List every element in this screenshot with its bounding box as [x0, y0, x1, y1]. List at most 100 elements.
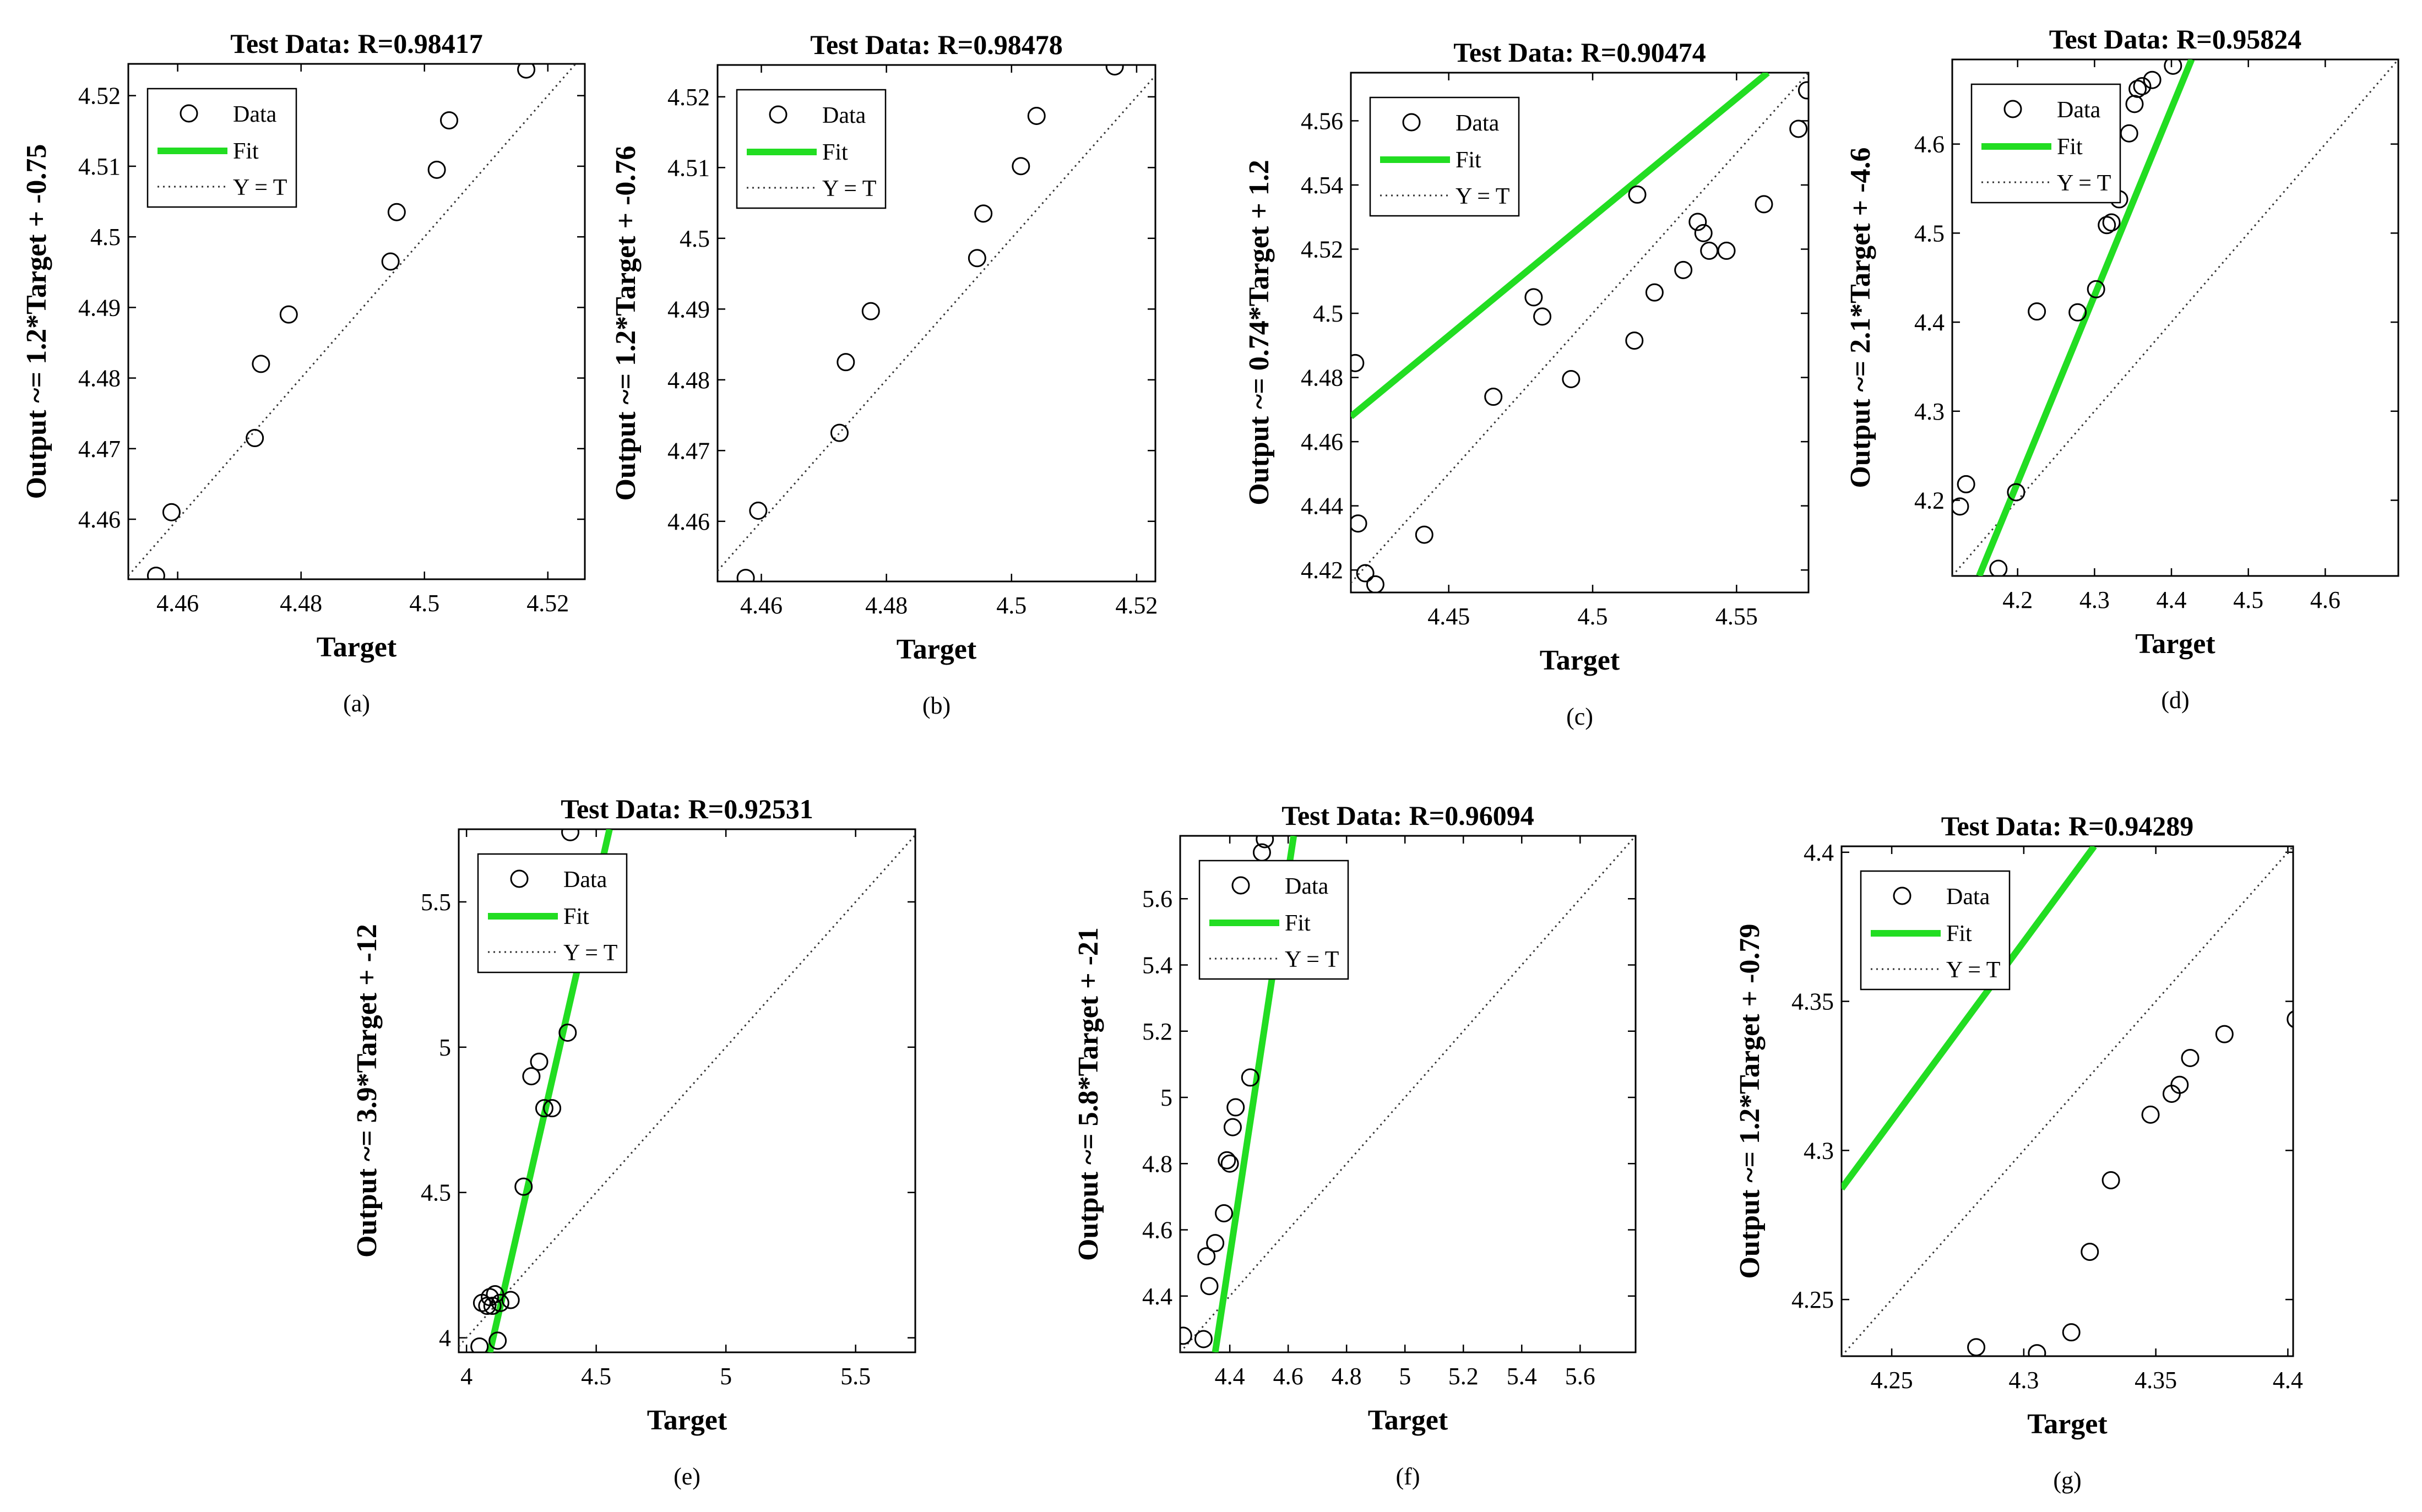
chart-f-x-axis-label: Target — [1368, 1405, 1448, 1436]
chart-a-y-tick-label: 4.49 — [78, 294, 121, 321]
chart-b-title: Test Data: R=0.98478 — [810, 29, 1063, 60]
chart-c-y-tick-label: 4.42 — [1301, 557, 1343, 584]
chart-e-x-tick-label: 4.5 — [581, 1363, 611, 1390]
chart-g-x-tick-label: 4.25 — [1871, 1367, 1913, 1394]
chart-d-data-point — [1989, 559, 2008, 576]
chart-f-identity-line — [1180, 836, 1636, 1352]
chart-g-title: Test Data: R=0.94289 — [1941, 811, 2194, 841]
chart-f-data-point — [1223, 1118, 1242, 1136]
chart-f-x-tick-label: 5.4 — [1507, 1363, 1537, 1390]
chart-c-y-tick-label: 4.52 — [1301, 236, 1343, 263]
chart-b: Test Data: R=0.98478 4.46 4.48 4.5 4.52 4.46 4… — [610, 29, 1158, 719]
chart-c: Test Data: R=0.90474 4.45 4.5 4.55 4.42 4.44 4… — [1243, 37, 1810, 730]
chart-a-data-point — [146, 567, 165, 579]
chart-a-legend-fit-label: Fit — [233, 139, 259, 164]
chart-e-data-point — [470, 1337, 489, 1352]
chart-b-legend-fit-label: Fit — [822, 140, 848, 165]
chart-d-data-point — [2102, 213, 2121, 232]
chart-f-x-tick-label: 5 — [1399, 1363, 1411, 1390]
chart-c-y-axis-label: Output ~= 0.74*Target + 1.2 — [1243, 160, 1275, 505]
chart-a-legend-data-marker — [180, 104, 198, 123]
chart-f-legend-data-label: Data — [1285, 874, 1329, 899]
chart-f-x-tick-label: 4.8 — [1332, 1363, 1362, 1390]
chart-a-legend-data-label: Data — [233, 102, 277, 127]
chart-d-fit-line — [1976, 59, 2195, 576]
chart-a-x-tick-label: 4.48 — [280, 590, 322, 617]
chart-b-x-tick-label: 4.46 — [740, 592, 783, 619]
chart-d-data-point — [1952, 497, 1969, 516]
chart-f-legend: Data Fit Y = T — [1198, 860, 1349, 980]
chart-c-data-point — [1524, 288, 1543, 307]
chart-a-x-tick-label: 4.46 — [156, 590, 199, 617]
chart-c-data-point — [1351, 514, 1367, 533]
chart-d-data-point — [2068, 303, 2087, 322]
chart-d-identity-line — [1952, 59, 2398, 576]
chart-a-data-point — [517, 64, 536, 79]
chart-d-x-axis-label: Target — [2135, 628, 2215, 660]
chart-d-legend-identity-label: Y = T — [2057, 171, 2111, 196]
chart-c-data-point — [1351, 353, 1365, 372]
chart-g-data-point — [2141, 1105, 2160, 1124]
chart-f: Test Data: R=0.96094 4.4 4.6 4.8 5 5.2 5.4 5.6 4… — [1073, 800, 1637, 1490]
chart-d-x-tick-label: 4.5 — [2233, 586, 2263, 613]
chart-d-axes-box — [1951, 58, 2399, 577]
chart-a-x-tick-label: 4.5 — [409, 590, 439, 617]
chart-e-legend-data-marker — [510, 869, 529, 888]
chart-f-x-tick-label: 4.4 — [1215, 1363, 1245, 1390]
chart-e-x-axis-label: Target — [647, 1405, 727, 1436]
chart-c-legend-data-label: Data — [1456, 111, 1500, 136]
chart-b-data-point — [1027, 107, 1046, 126]
chart-a-data-point — [162, 503, 181, 521]
chart-g-data-point — [2181, 1048, 2200, 1067]
chart-a-data-point — [427, 160, 446, 179]
chart-c-x-tick-label: 4.45 — [1427, 603, 1470, 630]
chart-b-data-point — [968, 249, 986, 268]
chart-a-y-tick-label: 4.51 — [78, 153, 121, 180]
chart-b-y-tick-label: 4.46 — [667, 508, 710, 535]
chart-e-y-tick-label: 5.5 — [421, 889, 451, 916]
chart-b-y-tick-label: 4.5 — [680, 225, 710, 252]
chart-e-x-tick-label: 5.5 — [840, 1363, 871, 1390]
chart-e-data-point — [483, 1297, 502, 1315]
chart-a-y-tick-label: 4.52 — [78, 83, 121, 110]
chart-f-panel-label: (f) — [1396, 1463, 1420, 1490]
chart-b-data-point — [974, 204, 993, 223]
chart-b-legend-data-label: Data — [822, 103, 866, 128]
chart-c-data-point — [1717, 241, 1736, 260]
chart-g-legend-fit-label: Fit — [1946, 921, 1972, 947]
chart-f-x-tick-label: 4.6 — [1273, 1363, 1304, 1390]
chart-d-x-tick-label: 4.4 — [2157, 586, 2187, 613]
chart-g-y-axis-label: Output ~= 1.2*Target + -0.79 — [1734, 924, 1766, 1279]
chart-d-data-point — [2087, 280, 2105, 298]
chart-e-data-point — [514, 1177, 533, 1196]
chart-e-data-point — [488, 1331, 507, 1350]
chart-e-legend-identity-label: Y = T — [563, 940, 617, 966]
chart-a-x-axis-label: Target — [317, 632, 397, 663]
chart-a-data-point — [381, 252, 400, 271]
chart-e: Test Data: R=0.92531 4 4.5 5 5.5 4 4.5 5 5.5 Targ… — [351, 793, 916, 1490]
chart-b-legend-data-marker — [769, 105, 788, 124]
chart-c-y-tick-label: 4.5 — [1313, 300, 1343, 327]
chart-f-y-tick-label: 4.4 — [1142, 1283, 1172, 1310]
chart-c-data-point — [1694, 224, 1713, 242]
chart-a-axes-box — [127, 63, 586, 580]
chart-g-legend-data-label: Data — [1946, 884, 1990, 910]
chart-d-data-point — [2133, 77, 2152, 96]
chart-f-x-tick-label: 5.6 — [1565, 1363, 1595, 1390]
chart-b-y-tick-label: 4.52 — [667, 84, 710, 111]
chart-e-axes-box — [458, 828, 916, 1353]
chart-c-y-tick-label: 4.46 — [1301, 428, 1343, 455]
chart-f-x-tick-label: 5.2 — [1448, 1363, 1479, 1390]
chart-d-data-point — [2143, 70, 2162, 89]
chart-c-data-point — [1755, 195, 1773, 214]
chart-g-data-point — [2081, 1242, 2099, 1261]
chart-b-data-point — [1012, 157, 1030, 176]
chart-d-y-tick-label: 4.4 — [1914, 309, 1945, 336]
chart-f-y-tick-label: 4.8 — [1142, 1150, 1172, 1177]
chart-a-title: Test Data: R=0.98417 — [230, 28, 483, 59]
chart-c-data-point — [1789, 119, 1808, 138]
chart-e-data-point — [491, 1293, 509, 1312]
chart-b-data-point — [861, 302, 880, 320]
chart-d-data-point — [2028, 302, 2046, 321]
chart-d-x-tick-label: 4.3 — [2079, 586, 2110, 613]
